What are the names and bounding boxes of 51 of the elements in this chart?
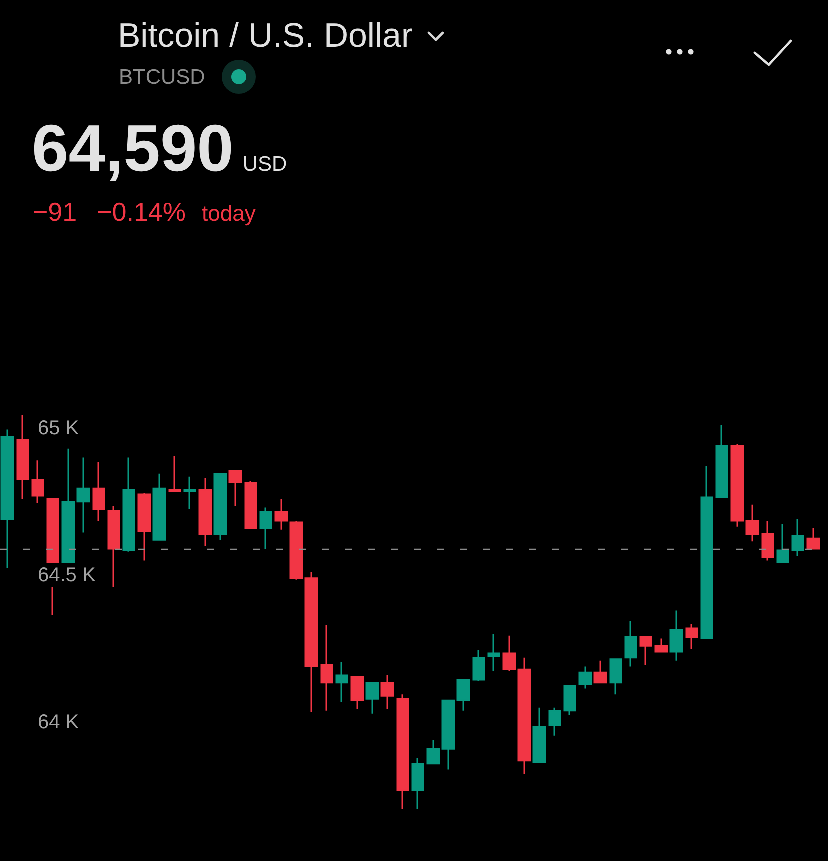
- annotation: −91: [33, 197, 78, 227]
- candlestick: [152, 473, 166, 541]
- candlestick: [396, 694, 410, 810]
- candlestick: [762, 520, 774, 562]
- candlestick: [168, 456, 182, 492]
- candlestick: [138, 492, 152, 562]
- text: BTCUSD: [119, 66, 206, 88]
- candlestick: [198, 478, 212, 547]
- candlestick: [776, 523, 790, 563]
- candlestick: [92, 461, 106, 522]
- y-tick-label: 65 K: [38, 417, 80, 440]
- candlestick: [380, 674, 394, 710]
- candlestick: [578, 666, 592, 690]
- candlestick: [532, 707, 546, 764]
- y-tick-label: 64.5 K: [38, 564, 96, 586]
- candlestick: [700, 466, 714, 640]
- candlestick: [260, 507, 272, 550]
- candlestick: [366, 682, 380, 715]
- candlestick: [640, 636, 652, 666]
- y-tick-label: 64 K: [38, 712, 80, 734]
- candlestick: [670, 610, 684, 662]
- annotation: today: [202, 201, 256, 226]
- annotation: −0.14%: [97, 197, 186, 227]
- candlestick: [320, 624, 334, 712]
- candlestick: [472, 650, 486, 682]
- candlestick: [806, 528, 820, 550]
- candlestick: [564, 685, 576, 716]
- candlestick: [610, 658, 622, 696]
- candlestick: [624, 620, 638, 668]
- candlestick: [716, 424, 728, 498]
- candlestick: [122, 456, 136, 553]
- candlestick: [336, 662, 348, 703]
- candlestick: [32, 460, 44, 504]
- candlestick: [488, 634, 500, 672]
- candlestick: [244, 480, 258, 530]
- candlestick: [16, 414, 30, 500]
- candlestick: [350, 676, 364, 710]
- candlestick: [792, 518, 804, 558]
- text: Bitcoin / U.S. Dollar: [118, 17, 413, 55]
- candlestick: [184, 476, 196, 510]
- candlestick: [108, 506, 120, 588]
- candlestick: [654, 638, 668, 653]
- candlestick: [686, 623, 698, 650]
- candlestick: [594, 660, 608, 684]
- candlestick: [0, 429, 14, 569]
- candlestick: [228, 470, 242, 508]
- annotation: 64,590: [32, 111, 234, 185]
- candlestick: [548, 707, 562, 737]
- candlestick: [412, 757, 424, 810]
- candlestick: [214, 473, 228, 541]
- annotation: USD: [242, 153, 288, 176]
